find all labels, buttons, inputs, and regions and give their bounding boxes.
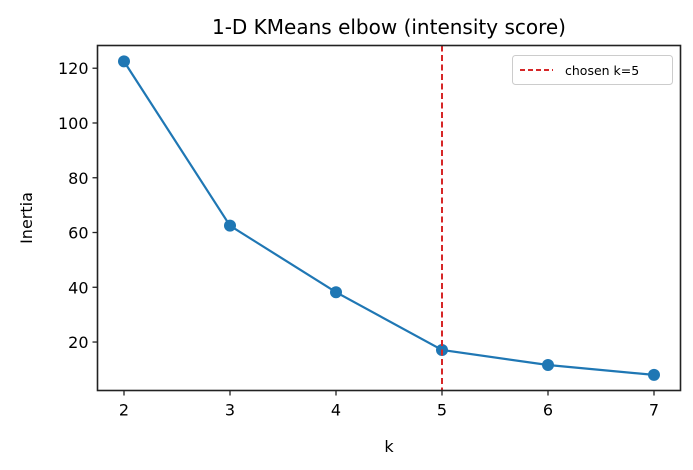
- legend-label: chosen k=5: [565, 63, 639, 78]
- y-axis-ticks: 20 40 60 80 100 120: [58, 59, 98, 352]
- y-tick-label: 20: [68, 333, 88, 352]
- axes-frame: [96, 44, 682, 392]
- y-tick-label: 60: [68, 224, 88, 243]
- x-tick-label: 5: [437, 401, 447, 420]
- data-point: [224, 219, 236, 232]
- y-tick-label: 40: [68, 278, 88, 297]
- x-tick-label: 3: [225, 401, 235, 420]
- plot-area: [118, 45, 660, 391]
- data-point: [118, 55, 130, 68]
- data-point: [542, 359, 554, 372]
- legend-box: [512, 55, 673, 85]
- y-tick-label: 100: [58, 114, 89, 133]
- y-axis-label: Inertia: [17, 192, 36, 244]
- x-tick-label: 6: [543, 401, 553, 420]
- y-tick-label: 120: [58, 59, 89, 78]
- data-point: [648, 368, 660, 381]
- data-point: [330, 286, 342, 299]
- y-tick-label: 80: [68, 169, 88, 188]
- legend: chosen k=5: [512, 55, 673, 85]
- series-line: [123, 60, 655, 376]
- x-axis-ticks: 2 3 4 5 6 7: [119, 390, 659, 420]
- chart-title: 1-D KMeans elbow (intensity score): [212, 15, 566, 39]
- x-tick-label: 4: [331, 401, 341, 420]
- x-tick-label: 2: [119, 401, 129, 420]
- x-axis-label: k: [384, 437, 394, 456]
- x-tick-label: 7: [649, 401, 659, 420]
